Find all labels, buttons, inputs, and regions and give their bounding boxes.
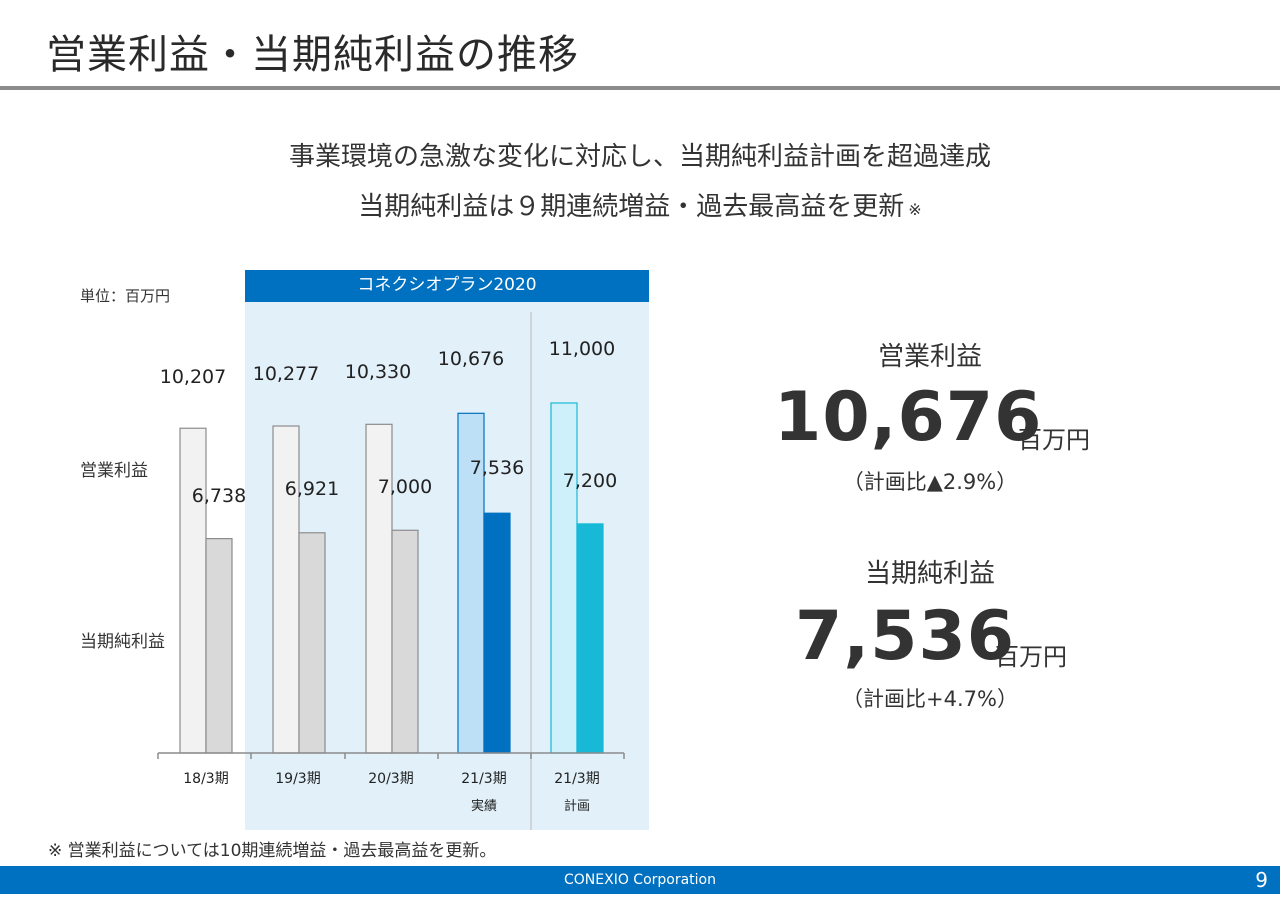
net-profit-bar-1: [298, 532, 326, 754]
x-tick-sublabel-3: 実績: [471, 798, 497, 814]
kpi-net-note: （計画比+4.7%）: [842, 687, 1018, 711]
operating-profit-bar-2: [365, 423, 393, 754]
footer-company: CONEXIO Corporation: [563, 872, 716, 888]
kpi-operating-value: 10,676: [774, 378, 1043, 457]
x-tick-label-3: 21/3期: [461, 771, 506, 787]
operating-profit-bar-1: [272, 425, 300, 754]
page-title: 営業利益・当期純利益の推移: [46, 32, 579, 78]
kpi-net-value: 7,536: [795, 597, 1016, 676]
x-tick-label-0: 18/3期: [183, 771, 228, 787]
kpi-net-label: 当期純利益: [864, 559, 995, 589]
unit-label: 単位：百万円: [80, 287, 171, 305]
x-tick-label-1: 19/3期: [275, 771, 320, 787]
footer-bar: CONEXIO Corporation 9: [0, 866, 1280, 894]
page-number: 9: [1255, 868, 1268, 892]
footnote: ※ 営業利益については10期連続増益・過去最高益を更新。: [48, 841, 497, 861]
headline-2-text: 当期純利益は９期連続増益・過去最高益を更新: [358, 192, 905, 222]
legend-net-profit: 当期純利益: [80, 632, 165, 652]
legend-operating-profit: 営業利益: [80, 461, 148, 481]
operating-profit-bar-4: [550, 402, 578, 754]
net-profit-bar-2: [391, 529, 419, 754]
operating-profit-value-label-0: 10,207: [160, 366, 226, 388]
net-profit-value-label-1: 6,921: [285, 478, 339, 500]
headline-note-mark: ※: [908, 200, 922, 219]
kpi-operating-note: （計画比▲2.9%）: [842, 470, 1018, 494]
operating-profit-bar-3: [457, 412, 485, 754]
net-profit-bar-3: [483, 512, 511, 754]
x-tick-sublabel-4: 計画: [564, 798, 590, 814]
operating-profit-value-label-1: 10,277: [253, 363, 319, 385]
title-divider: [0, 86, 1280, 90]
net-profit-value-label-3: 7,536: [470, 457, 524, 479]
net-profit-bar-0: [205, 538, 233, 754]
kpi-net-unit: 百万円: [995, 643, 1067, 671]
net-profit-value-label-2: 7,000: [378, 476, 432, 498]
net-profit-bar-4: [576, 523, 604, 754]
operating-profit-bar-0: [179, 427, 207, 754]
kpi-operating-unit: 百万円: [1018, 426, 1090, 454]
kpi-operating-label: 営業利益: [877, 342, 982, 372]
headline-2: 当期純利益は９期連続増益・過去最高益を更新 ※: [0, 186, 1280, 223]
operating-profit-value-label-2: 10,330: [345, 361, 411, 383]
operating-profit-value-label-3: 10,676: [438, 348, 504, 370]
headline-1: 事業環境の急激な変化に対応し、当期純利益計画を超過達成: [288, 142, 991, 172]
plan-period-label: コネクシオプラン2020: [245, 270, 649, 302]
net-profit-value-label-0: 6,738: [192, 485, 246, 507]
x-tick-label-2: 20/3期: [368, 771, 413, 787]
x-tick-label-4: 21/3期: [554, 771, 599, 787]
net-profit-value-label-4: 7,200: [563, 470, 617, 492]
operating-profit-value-label-4: 11,000: [549, 338, 615, 360]
